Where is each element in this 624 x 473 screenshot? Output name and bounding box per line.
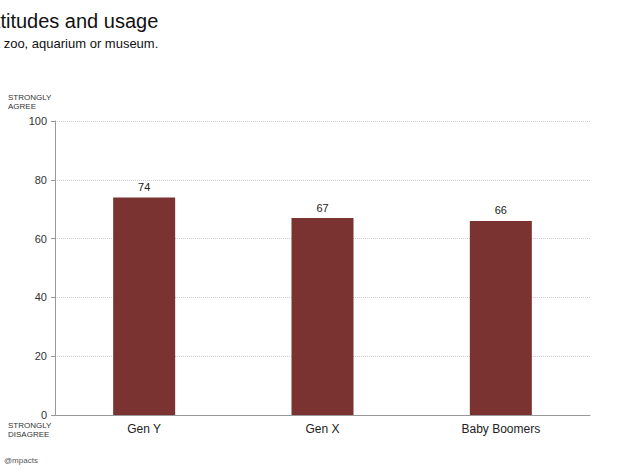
- svg-text:0: 0: [41, 409, 47, 421]
- svg-text:DISAGREE: DISAGREE: [8, 430, 49, 439]
- svg-text:STRONGLY: STRONGLY: [8, 421, 52, 430]
- svg-text:66: 66: [495, 204, 507, 216]
- svg-text:Gen X: Gen X: [305, 422, 339, 436]
- svg-text:40: 40: [35, 291, 47, 303]
- svg-text:Attitudes and usage: Attitudes and usage: [0, 10, 158, 32]
- svg-text:AGREE: AGREE: [8, 102, 36, 111]
- svg-text:67: 67: [316, 202, 328, 214]
- svg-text:STRONGLY: STRONGLY: [8, 93, 52, 102]
- svg-text:@mpacts: @mpacts: [4, 456, 38, 465]
- svg-text:80: 80: [35, 174, 47, 186]
- svg-text:74: 74: [138, 181, 150, 193]
- svg-text:20: 20: [35, 350, 47, 362]
- svg-text:100: 100: [29, 115, 47, 127]
- svg-text:Baby Boomers: Baby Boomers: [461, 422, 540, 436]
- svg-text:Gen Y: Gen Y: [127, 422, 161, 436]
- svg-text:I would strongly consider beco: I would strongly consider becoming a mem…: [0, 36, 158, 51]
- svg-text:60: 60: [35, 233, 47, 245]
